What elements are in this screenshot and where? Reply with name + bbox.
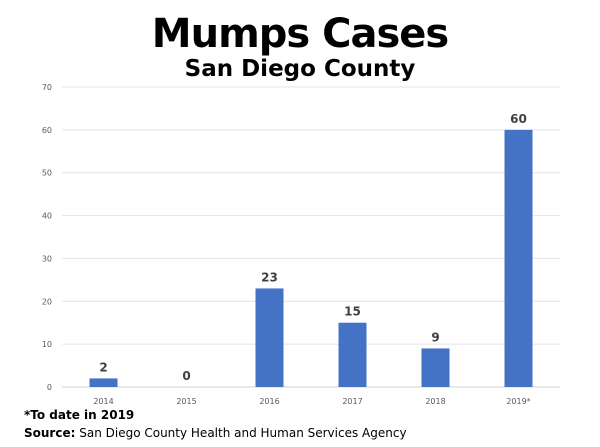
x-tick-label: 2015 [176, 397, 196, 406]
x-tick-label: 2017 [342, 397, 362, 406]
data-label: 23 [261, 270, 278, 284]
y-tick-label: 50 [42, 169, 52, 178]
bar [89, 378, 118, 387]
source-note: Source: San Diego County Health and Huma… [24, 426, 407, 440]
x-tick-label: 2018 [425, 397, 445, 406]
data-label: 15 [344, 305, 361, 319]
chart-subtitle: San Diego County [184, 56, 416, 82]
data-label: 60 [510, 112, 527, 126]
source-label: Source: [24, 426, 76, 440]
footnote: *To date in 2019 [24, 408, 135, 422]
source-text: San Diego County Health and Human Servic… [79, 426, 407, 440]
bar [421, 348, 450, 387]
chart-title: Mumps Cases [151, 11, 449, 57]
y-tick-label: 60 [42, 126, 52, 135]
y-tick-label: 20 [42, 297, 52, 306]
x-tick-label: 2019* [506, 397, 530, 406]
data-label: 9 [431, 330, 439, 344]
x-tick-label: 2014 [93, 397, 113, 406]
y-tick-label: 40 [42, 212, 52, 221]
bar [504, 129, 533, 387]
y-tick-label: 70 [42, 83, 52, 92]
data-label: 0 [182, 369, 190, 383]
y-tick-label: 0 [47, 383, 52, 392]
y-tick-label: 30 [42, 254, 52, 263]
x-tick-label: 2016 [259, 397, 279, 406]
y-tick-label: 10 [42, 340, 52, 349]
bar [338, 322, 367, 387]
bar [255, 288, 284, 387]
data-label: 2 [99, 360, 107, 374]
